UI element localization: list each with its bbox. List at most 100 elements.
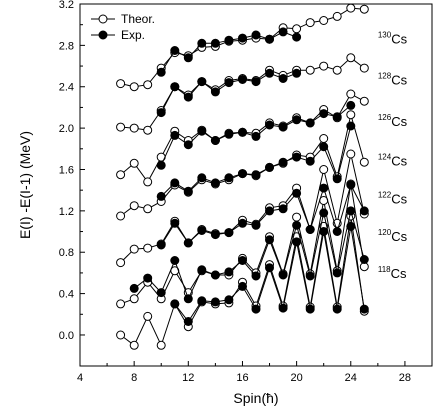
y-tick-label: 1.2 xyxy=(59,206,74,218)
exp-point xyxy=(170,256,180,265)
exp-point xyxy=(346,180,356,190)
exp-point xyxy=(143,273,153,283)
y-tick-label: 0.8 xyxy=(59,247,74,259)
exp-point xyxy=(170,178,180,188)
exp-point xyxy=(170,82,180,92)
y-tick-label: 2.8 xyxy=(59,40,74,52)
exp-point xyxy=(224,35,234,45)
exp-point xyxy=(359,206,369,216)
exp-line xyxy=(160,183,365,246)
exp-point xyxy=(332,227,342,236)
theor-point xyxy=(346,110,356,120)
exp-point xyxy=(319,183,329,193)
exp-point xyxy=(292,152,302,162)
theor-point xyxy=(292,212,302,222)
theor-point xyxy=(116,211,126,221)
exp-point xyxy=(224,295,234,305)
exp-point xyxy=(197,126,207,136)
x-tick-label: 8 xyxy=(131,372,137,384)
isotope-element: Cs xyxy=(391,114,407,129)
theor-point xyxy=(359,96,369,106)
exp-point xyxy=(319,227,329,236)
exp-point xyxy=(319,208,329,218)
y-axis-title: E(I) -E(I-1) (MeV) xyxy=(17,131,33,239)
exp-point xyxy=(238,33,247,43)
exp-point xyxy=(224,228,234,238)
plot-frame xyxy=(79,3,433,367)
ticks: 4 8 12 16 20 24 28 0.0 0.4 0.8 1.2 1.6 2.0 2.4 2.8 3.2 xyxy=(59,0,411,384)
isotope-mass: 118 xyxy=(378,265,391,274)
exp-point xyxy=(238,256,247,265)
legend-theor-marker xyxy=(98,14,108,24)
exp-point xyxy=(129,283,139,293)
theor-point xyxy=(346,149,356,159)
isotope-118-series xyxy=(116,211,369,350)
exp-point xyxy=(224,267,234,277)
theor-point xyxy=(292,24,302,34)
exp-point xyxy=(224,129,234,139)
exp-line xyxy=(133,210,365,301)
isotope-element: Cs xyxy=(391,192,407,207)
theor-point xyxy=(156,340,166,350)
exp-point xyxy=(197,265,207,275)
exp-point xyxy=(183,317,193,326)
exp-point xyxy=(156,288,166,298)
exp-point xyxy=(238,281,247,291)
isotope-126-series xyxy=(116,89,369,187)
isotope-128-series xyxy=(116,53,369,135)
theor-point xyxy=(346,3,356,13)
exp-point xyxy=(332,112,342,122)
theor-point xyxy=(129,158,139,168)
theor-point xyxy=(346,53,356,63)
exp-point xyxy=(183,294,193,304)
x-tick-label: 28 xyxy=(399,372,411,384)
x-axis-title: Spin(ħ) xyxy=(233,390,278,406)
exp-point xyxy=(224,173,234,183)
exp-point xyxy=(210,230,220,240)
x-tick-label: 20 xyxy=(290,372,302,384)
y-tick-label: 0.4 xyxy=(59,289,74,301)
exp-point xyxy=(278,270,288,280)
theor-point xyxy=(116,122,126,132)
x-tick-label: 16 xyxy=(236,372,248,384)
exp-point xyxy=(156,67,166,77)
exp-point xyxy=(346,100,356,110)
theor-point xyxy=(319,134,329,143)
exp-point xyxy=(210,297,220,307)
exp-point xyxy=(305,271,315,281)
exp-point xyxy=(251,271,261,281)
y-tick-label: 0.0 xyxy=(59,330,74,342)
theor-point xyxy=(129,244,139,254)
isotope-label-128: 128Cs xyxy=(378,72,408,88)
theor-point xyxy=(116,170,126,180)
exp-point xyxy=(278,303,288,313)
theor-point xyxy=(143,177,153,187)
exp-point xyxy=(278,157,288,167)
exp-point xyxy=(346,206,356,216)
exp-point xyxy=(197,38,207,48)
exp-point xyxy=(278,27,288,37)
exp-point xyxy=(292,237,302,247)
exp-point xyxy=(251,30,261,40)
exp-point xyxy=(210,87,220,97)
exp-point xyxy=(292,32,302,42)
theor-point xyxy=(129,201,139,211)
exp-point xyxy=(170,299,180,309)
exp-point xyxy=(278,122,288,132)
exp-point xyxy=(292,68,302,78)
theor-point xyxy=(359,157,369,167)
exp-point xyxy=(210,178,220,188)
exp-point xyxy=(210,136,220,145)
exp-point xyxy=(238,75,247,84)
isotope-mass: 124 xyxy=(378,152,392,161)
theor-point xyxy=(319,165,329,174)
exp-point xyxy=(346,121,356,131)
exp-point xyxy=(238,218,247,228)
theor-point xyxy=(143,125,153,135)
exp-point xyxy=(359,255,369,264)
theor-point xyxy=(116,79,126,89)
exp-point xyxy=(156,108,166,118)
y-tick-label: 2.4 xyxy=(59,82,74,94)
y-tick-label: 2.0 xyxy=(59,123,74,135)
theor-point xyxy=(143,80,153,90)
